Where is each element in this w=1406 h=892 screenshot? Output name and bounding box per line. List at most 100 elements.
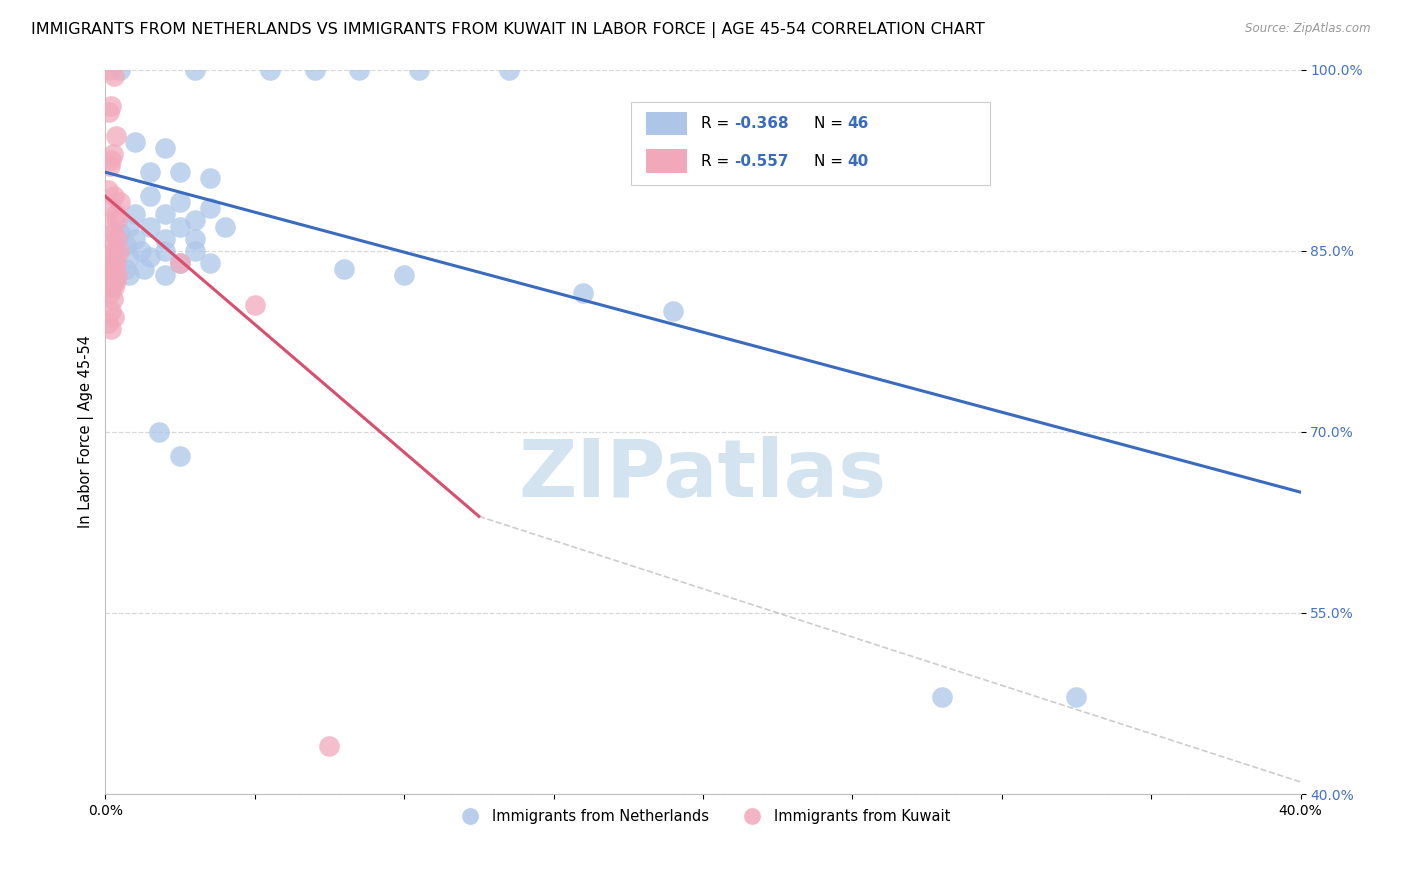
Point	[184, 231, 207, 245]
Point	[118, 250, 141, 264]
Point	[198, 202, 221, 216]
Point	[97, 316, 120, 330]
Point	[98, 159, 121, 173]
Text: IMMIGRANTS FROM NETHERLANDS VS IMMIGRANTS FROM KUWAIT IN LABOR FORCE | AGE 45-54: IMMIGRANTS FROM NETHERLANDS VS IMMIGRANT…	[31, 22, 984, 38]
Point	[1066, 690, 1088, 705]
Text: -0.557: -0.557	[734, 154, 789, 169]
Point	[115, 261, 138, 276]
Point	[139, 219, 162, 234]
Text: ZIPatlas: ZIPatlas	[519, 436, 887, 515]
Legend: Immigrants from Netherlands, Immigrants from Kuwait: Immigrants from Netherlands, Immigrants …	[450, 804, 956, 830]
Text: R =: R =	[700, 154, 734, 169]
Point	[100, 304, 122, 318]
Point	[169, 219, 191, 234]
Text: -0.368: -0.368	[734, 116, 789, 131]
Point	[333, 261, 356, 276]
Point	[153, 268, 176, 282]
Point	[103, 244, 125, 258]
Point	[104, 128, 127, 143]
Point	[243, 298, 266, 312]
Point	[318, 739, 340, 753]
Point	[169, 449, 191, 463]
FancyBboxPatch shape	[645, 149, 688, 173]
Point	[214, 219, 236, 234]
Point	[115, 237, 138, 252]
Point	[101, 147, 124, 161]
Point	[134, 261, 156, 276]
Point	[100, 237, 122, 252]
Point	[101, 256, 124, 270]
Point	[98, 104, 121, 119]
Point	[103, 69, 125, 83]
Point	[101, 274, 124, 288]
Point	[103, 280, 125, 294]
Text: N =: N =	[814, 116, 848, 131]
FancyBboxPatch shape	[645, 112, 688, 136]
Point	[198, 171, 221, 186]
Point	[110, 226, 132, 240]
Text: Source: ZipAtlas.com: Source: ZipAtlas.com	[1246, 22, 1371, 36]
Point	[97, 183, 120, 197]
Point	[349, 62, 371, 77]
Point	[184, 62, 207, 77]
Point	[110, 195, 132, 210]
Point	[139, 165, 162, 179]
Point	[105, 268, 128, 282]
Point	[101, 226, 124, 240]
Text: N =: N =	[814, 154, 848, 169]
Point	[105, 231, 128, 245]
Point	[153, 231, 176, 245]
Y-axis label: In Labor Force | Age 45-54: In Labor Force | Age 45-54	[79, 335, 94, 528]
Point	[110, 62, 132, 77]
Point	[103, 310, 125, 324]
Point	[198, 256, 221, 270]
Point	[98, 261, 121, 276]
Point	[153, 141, 176, 155]
Text: R =: R =	[700, 116, 734, 131]
FancyBboxPatch shape	[631, 103, 990, 186]
Point	[153, 207, 176, 221]
Text: 40: 40	[848, 154, 869, 169]
Point	[97, 268, 120, 282]
Point	[98, 285, 121, 300]
Point	[304, 62, 326, 77]
Point	[98, 62, 121, 77]
Point	[104, 256, 127, 270]
Point	[103, 189, 125, 203]
Point	[100, 202, 122, 216]
Point	[108, 244, 131, 258]
Point	[153, 244, 176, 258]
Point	[184, 213, 207, 227]
Point	[139, 250, 162, 264]
Point	[98, 219, 121, 234]
Point	[101, 292, 124, 306]
Point	[97, 250, 120, 264]
Point	[100, 322, 122, 336]
Point	[104, 274, 127, 288]
Point	[100, 153, 122, 168]
Point	[169, 256, 191, 270]
Point	[118, 268, 141, 282]
Point	[931, 690, 953, 705]
Point	[148, 425, 170, 439]
Point	[139, 189, 162, 203]
Point	[129, 244, 152, 258]
Point	[103, 261, 125, 276]
Text: 46: 46	[848, 116, 869, 131]
Point	[169, 195, 191, 210]
Point	[184, 244, 207, 258]
Point	[100, 280, 122, 294]
Point	[124, 231, 146, 245]
Point	[104, 207, 127, 221]
Point	[498, 62, 520, 77]
Point	[100, 99, 122, 113]
Point	[118, 219, 141, 234]
Point	[408, 62, 430, 77]
Point	[105, 213, 128, 227]
Point	[124, 207, 146, 221]
Point	[259, 62, 281, 77]
Point	[169, 256, 191, 270]
Point	[124, 135, 146, 149]
Point	[572, 285, 595, 300]
Point	[169, 165, 191, 179]
